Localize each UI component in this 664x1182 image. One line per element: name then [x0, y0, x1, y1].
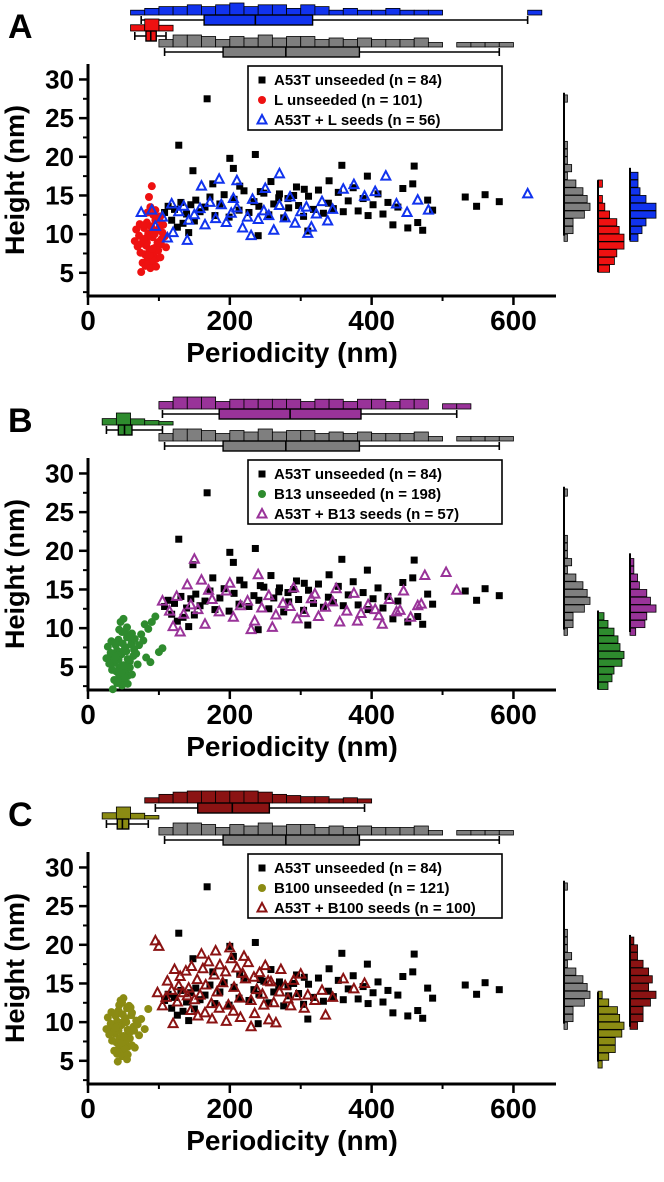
x-tick-label: 0 — [80, 305, 96, 336]
x-axis-title: Periodicity (nm) — [186, 337, 398, 368]
panel-label-B: B — [8, 402, 33, 440]
y-tick-label: 30 — [45, 458, 74, 488]
x-tick-label: 600 — [490, 699, 537, 730]
legend: A53T unseeded (n = 84) B13 unseeded (n = … — [247, 459, 503, 525]
x-tick-label: 400 — [348, 1093, 395, 1124]
x-tick-label: 600 — [490, 1093, 537, 1124]
legend: A53T unseeded (n = 84) L unseeded (n = 10… — [247, 65, 503, 131]
y-tick-label: 5 — [60, 652, 74, 682]
panel-a-chart: A 0 200 400 600 5 10 15 20 25 30 Height (nm) Periodi… — [0, 2, 657, 368]
panel-b-chart: B 0 200 400 600 5 10 15 20 25 30 Height (nm) Periodi… — [0, 396, 657, 762]
y-tick-label: 20 — [45, 930, 74, 960]
x-axis-title: Periodicity (nm) — [186, 1125, 398, 1156]
x-axis-title: Periodicity (nm) — [186, 731, 398, 762]
y-axis-title: Height (nm) — [0, 893, 30, 1043]
y-tick-label: 15 — [45, 180, 74, 210]
y-tick-label: 15 — [45, 968, 74, 998]
y-tick-label: 25 — [45, 497, 74, 527]
y-tick-label: 10 — [45, 219, 74, 249]
legend-label: A53T + L seeds (n = 56) — [274, 112, 440, 129]
panel-A: A 0 200 400 600 5 10 15 20 25 30 Height (nm) Periodi… — [0, 0, 664, 394]
x-tick-label: 0 — [80, 699, 96, 730]
panel-C: C 0 200 400 600 5 10 15 20 25 30 Height (nm) Periodi… — [0, 788, 664, 1182]
x-tick-label: 400 — [348, 305, 395, 336]
legend-label: A53T unseeded (n = 84) — [274, 860, 442, 877]
legend-label: B13 unseeded (n = 198) — [274, 486, 441, 503]
y-tick-label: 15 — [45, 574, 74, 604]
legend-label: A53T + B100 seeds (n = 100) — [274, 900, 476, 917]
y-tick-label: 20 — [45, 142, 74, 172]
x-tick-label: 600 — [490, 305, 537, 336]
y-tick-label: 5 — [60, 258, 74, 288]
y-tick-label: 25 — [45, 891, 74, 921]
panel-label-C: C — [8, 796, 33, 834]
x-tick-label: 200 — [206, 1093, 253, 1124]
legend: A53T unseeded (n = 84) B100 unseeded (n =… — [247, 853, 503, 919]
x-tick-label: 0 — [80, 1093, 96, 1124]
x-tick-label: 200 — [206, 305, 253, 336]
legend-label: B100 unseeded (n = 121) — [274, 880, 450, 897]
y-tick-label: 5 — [60, 1046, 74, 1076]
y-axis-title: Height (nm) — [0, 499, 30, 649]
y-tick-label: 30 — [45, 852, 74, 882]
panel-B: B 0 200 400 600 5 10 15 20 25 30 Height (nm) Periodi… — [0, 394, 664, 788]
y-tick-label: 10 — [45, 1007, 74, 1037]
x-tick-label: 400 — [348, 699, 395, 730]
legend-label: A53T unseeded (n = 84) — [274, 466, 442, 483]
legend-label: A53T unseeded (n = 84) — [274, 72, 442, 89]
y-tick-label: 20 — [45, 536, 74, 566]
legend-label: L unseeded (n = 101) — [274, 92, 423, 109]
panel-label-A: A — [8, 8, 33, 46]
y-tick-label: 10 — [45, 613, 74, 643]
legend-label: A53T + B13 seeds (n = 57) — [274, 506, 459, 523]
x-tick-label: 200 — [206, 699, 253, 730]
y-tick-label: 30 — [45, 64, 74, 94]
y-tick-label: 25 — [45, 103, 74, 133]
panel-c-chart: C 0 200 400 600 5 10 15 20 25 30 Height (nm) Periodi… — [0, 790, 657, 1156]
y-axis-title: Height (nm) — [0, 105, 30, 255]
